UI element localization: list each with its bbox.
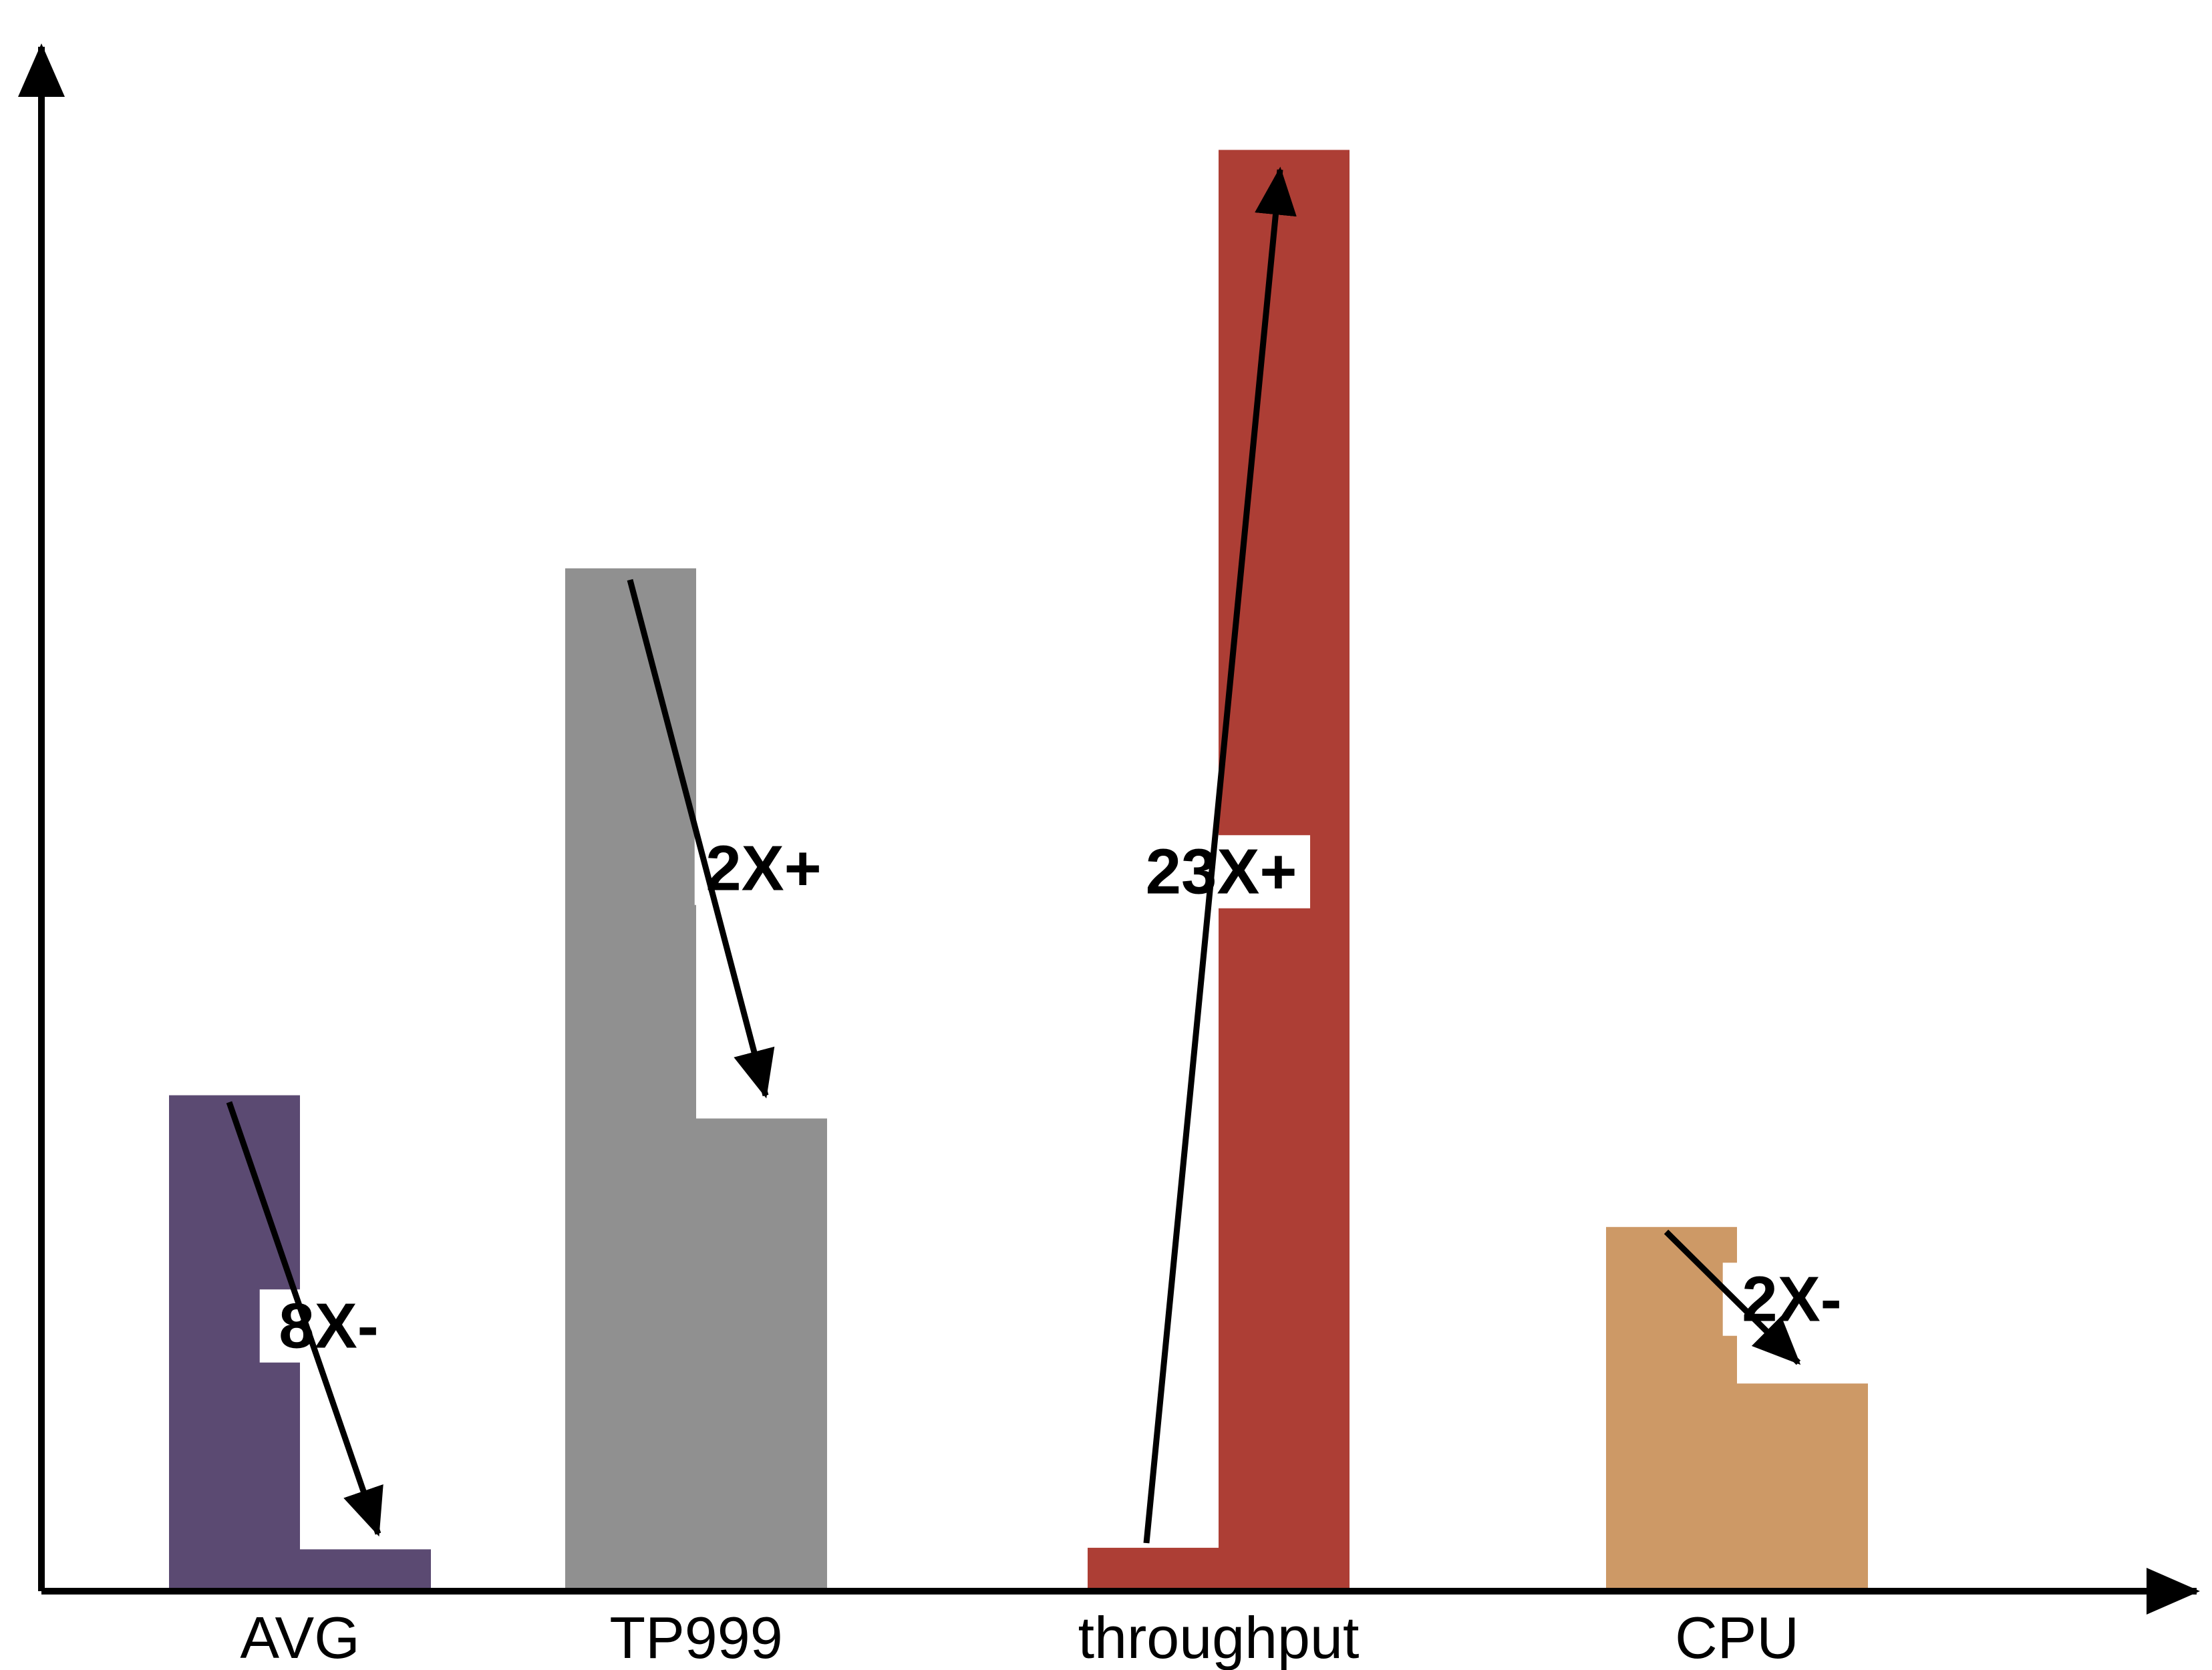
x-tick-label-TP999: TP999 (609, 1605, 782, 1670)
annotation-bg-throughput (1132, 835, 1311, 908)
annotation-bg-AVG (259, 1289, 398, 1363)
annotation-bg-TP999 (694, 832, 833, 905)
annotation-label-AVG: 8X- (279, 1291, 378, 1362)
annotation-label-throughput: 23X+ (1146, 836, 1297, 908)
annotation-label-CPU: 2X- (1742, 1264, 1841, 1335)
bar-CPU-before (1606, 1226, 1737, 1591)
bar-TP999-before (565, 568, 696, 1591)
x-tick-label-AVG: AVG (240, 1605, 359, 1670)
annotation-label-TP999: 2X+ (705, 833, 821, 904)
bar-throughput-before (1088, 1548, 1219, 1591)
bar-AVG-after (300, 1549, 431, 1591)
x-tick-label-throughput: throughput (1078, 1605, 1360, 1670)
change-arrow-CPU (1664, 1229, 1801, 1365)
change-arrow-AVG (226, 1101, 383, 1537)
bar-TP999-after (696, 1118, 827, 1591)
bar-CPU-after (1737, 1383, 1868, 1591)
x-tick-label-CPU: CPU (1675, 1605, 1799, 1670)
change-arrow-throughput (1143, 166, 1297, 1544)
change-arrow-TP999 (627, 578, 775, 1099)
